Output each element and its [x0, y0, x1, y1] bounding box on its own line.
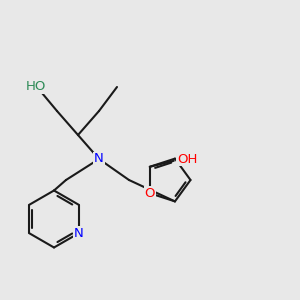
- Text: N: N: [94, 152, 104, 166]
- Text: O: O: [145, 187, 155, 200]
- Text: OH: OH: [177, 153, 197, 166]
- Text: N: N: [74, 227, 84, 240]
- Text: HO: HO: [26, 80, 46, 94]
